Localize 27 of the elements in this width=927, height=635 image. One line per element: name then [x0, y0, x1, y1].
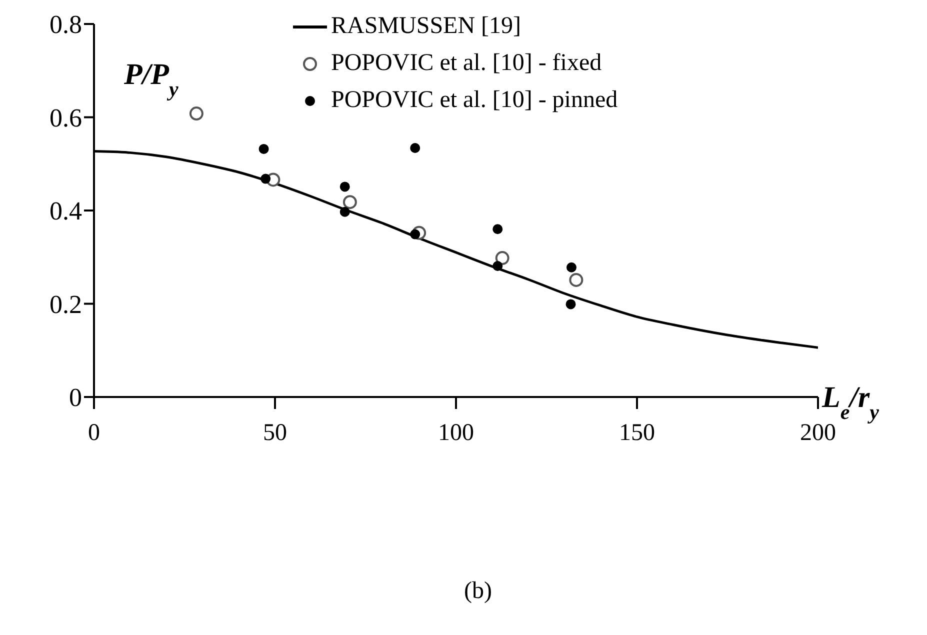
point — [566, 262, 576, 272]
legend-label: RASMUSSEN [19] — [331, 12, 522, 41]
x-tick-label: 0 — [88, 420, 100, 446]
point — [189, 106, 204, 121]
x-tick-label: 100 — [438, 420, 474, 446]
point — [569, 272, 584, 287]
y-tick-label: 0.6 — [50, 103, 82, 132]
point — [495, 251, 510, 266]
point — [410, 143, 420, 154]
point — [492, 224, 503, 234]
y-tick-label: 0.2 — [50, 290, 82, 319]
legend-label: POPOVIC et al. [10] - pinned — [331, 86, 618, 115]
x-tick-label: 150 — [619, 420, 655, 446]
y-axis-title: P/P$_{y}$ — [123, 58, 179, 101]
y-tick-label: 0.4 — [50, 196, 82, 226]
point — [566, 299, 576, 310]
y-tick-label: 0 — [69, 383, 82, 412]
text: (b) — [463, 578, 493, 605]
point — [492, 260, 503, 271]
point — [260, 174, 271, 184]
y-tick-label: 0.8 — [50, 10, 82, 40]
point — [340, 206, 350, 217]
x-tick-label: 50 — [263, 420, 287, 446]
point — [340, 182, 350, 192]
legend-label: POPOVIC et al. [10] - fixed — [331, 49, 602, 78]
point — [258, 144, 269, 154]
point — [342, 195, 357, 210]
